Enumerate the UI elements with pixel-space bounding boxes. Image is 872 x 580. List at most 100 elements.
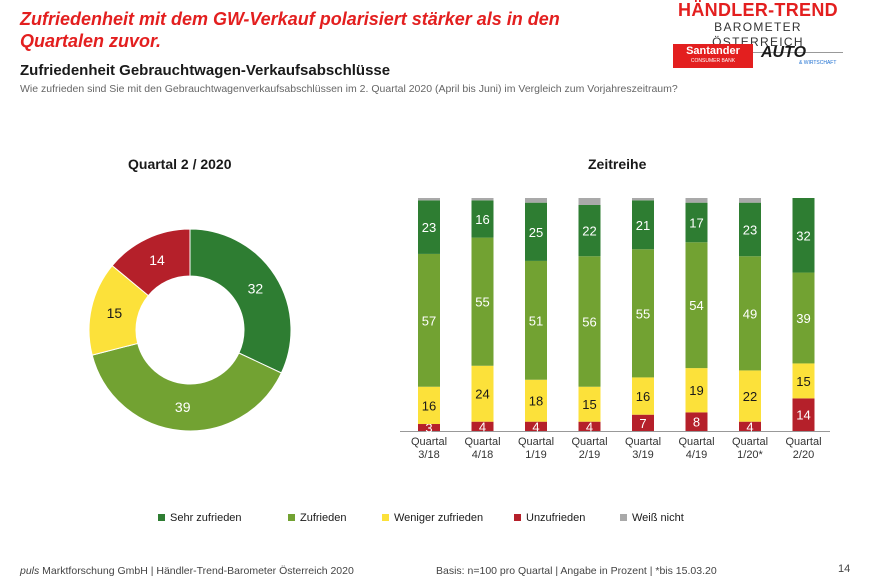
x-tick-label: Quartal [732, 436, 768, 448]
bar-label-sehr-zufrieden: 16 [475, 212, 489, 227]
x-tick-label: Quartal [785, 436, 821, 448]
bar-segment-weiss-nicht [471, 198, 494, 201]
x-tick-label: Quartal [464, 436, 500, 448]
bar-label-unzufrieden: 14 [796, 408, 810, 423]
bar-label-sehr-zufrieden: 17 [689, 215, 703, 230]
donut-slice-unzufrieden [111, 228, 191, 297]
bar-label-unzufrieden: 8 [693, 415, 700, 430]
donut-label-weniger-zufrieden: 15 [107, 305, 123, 321]
bar-label-weniger-zufrieden: 24 [475, 387, 489, 402]
x-tick-label: Quartal [571, 436, 607, 448]
stacked-bar-chart: 3165723Quartal3/184245516Quartal4/184185… [400, 198, 830, 461]
donut-label-zufrieden: 39 [175, 399, 191, 415]
bar-label-zufrieden: 51 [529, 313, 543, 328]
footer-source: puls Marktforschung GmbH | Händler-Trend… [20, 565, 354, 577]
bar-label-zufrieden: 56 [582, 314, 596, 329]
bar-segment-sehr-zufrieden [685, 202, 708, 243]
bar-segment-sehr-zufrieden [739, 202, 761, 257]
bar-label-sehr-zufrieden: 25 [529, 225, 543, 240]
bar-label-zufrieden: 55 [475, 295, 489, 310]
legend-label: Weiß nicht [632, 512, 684, 524]
bar-segment-sehr-zufrieden [792, 198, 815, 273]
bar-label-weniger-zufrieden: 15 [796, 374, 810, 389]
legend-swatch [382, 513, 389, 521]
bar-segment-sehr-zufrieden [578, 204, 601, 257]
bar-label-weniger-zufrieden: 15 [582, 397, 596, 412]
footer-source-brand: puls [20, 565, 40, 577]
santander-logo-sub: CONSUMER BANK [690, 58, 736, 64]
donut-label-sehr-zufrieden: 32 [248, 280, 264, 296]
bar-label-weniger-zufrieden: 22 [743, 389, 757, 404]
bar-label-unzufrieden: 3 [425, 421, 432, 436]
bar-segment-weiss-nicht [525, 198, 547, 203]
bar-segment-unzufrieden [471, 421, 494, 431]
bar-segment-unzufrieden [632, 414, 654, 431]
x-tick-label: Quartal [678, 436, 714, 448]
legend-item-weiss-nicht: Weiß nicht [620, 512, 684, 524]
legend-swatch [288, 513, 295, 521]
headline: Zufriedenheit mit dem GW-Verkauf polaris… [20, 9, 560, 51]
bar-segment-unzufrieden [685, 412, 708, 431]
x-tick-label: 1/20* [737, 449, 763, 461]
x-tick-label: 4/18 [472, 449, 493, 461]
bar-label-unzufrieden: 4 [479, 419, 486, 434]
bar-segment-sehr-zufrieden [525, 202, 547, 261]
x-tick-label: Quartal [411, 436, 447, 448]
bar-segment-unzufrieden [525, 421, 547, 431]
bar-segment-weiss-nicht [739, 198, 761, 203]
bar-label-zufrieden: 57 [422, 313, 436, 328]
page-subtitle: Zufriedenheit Gebrauchtwagen-Verkaufsabs… [20, 62, 391, 79]
x-tick-label: 3/19 [632, 449, 653, 461]
x-tick-label: Quartal [518, 436, 554, 448]
legend-label: Unzufrieden [526, 512, 586, 524]
x-tick-label: Quartal [625, 436, 661, 448]
legend-item-sehr-zufrieden: Sehr zufrieden [158, 512, 242, 524]
bar-label-weniger-zufrieden: 16 [422, 398, 436, 413]
bar-segment-weiss-nicht [578, 198, 601, 205]
bar-segment-weniger-zufrieden [525, 379, 547, 422]
legend-item-weniger-zufrieden: Weniger zufrieden [382, 512, 483, 524]
x-tick-label: 1/19 [525, 449, 546, 461]
bar-segment-zufrieden [685, 242, 708, 369]
brand-title: HÄNDLER-TREND [678, 0, 838, 20]
brand-logo: HÄNDLER-TREND BAROMETER ÖSTERREICH [673, 0, 843, 53]
bar-segment-unzufrieden [792, 398, 815, 431]
legend-label: Weniger zufrieden [394, 512, 484, 524]
bar-label-sehr-zufrieden: 21 [636, 218, 650, 233]
bar-segment-zufrieden [632, 249, 654, 378]
footer-basis: Basis: n=100 pro Quartal | Angabe in Pro… [436, 565, 717, 577]
santander-logo: Santander CONSUMER BANK [673, 44, 753, 68]
bar-label-zufrieden: 39 [796, 311, 810, 326]
survey-question: Wie zufrieden sind Sie mit den Gebraucht… [20, 83, 678, 95]
bar-segment-unzufrieden [578, 421, 601, 431]
bar-segment-weiss-nicht [685, 198, 708, 203]
legend-item-zufrieden: Zufrieden [288, 512, 346, 524]
bar-segment-weniger-zufrieden [739, 370, 761, 422]
bar-segment-sehr-zufrieden [632, 200, 654, 250]
bar-segment-zufrieden [739, 256, 761, 371]
bar-segment-unzufrieden [418, 424, 440, 431]
bar-segment-zufrieden [471, 237, 494, 366]
bar-label-unzufrieden: 4 [586, 419, 593, 434]
x-tick-label: 3/18 [418, 449, 439, 461]
auto-logo-text: AUTO [761, 44, 807, 61]
santander-logo-text: Santander [686, 45, 740, 57]
bar-segment-zufrieden [418, 253, 440, 387]
bar-label-weniger-zufrieden: 16 [636, 389, 650, 404]
legend-swatch [620, 513, 627, 521]
bar-segment-weiss-nicht [418, 198, 440, 201]
auto-logo-sub: & WIRTSCHAFT [799, 60, 837, 66]
page-number: 14 [838, 563, 851, 575]
x-tick-label: 4/19 [686, 449, 707, 461]
x-tick-label: 2/20 [793, 449, 814, 461]
bar-label-sehr-zufrieden: 23 [743, 222, 757, 237]
bar-label-sehr-zufrieden: 22 [582, 224, 596, 239]
bar-segment-weniger-zufrieden [471, 365, 494, 422]
bar-segment-sehr-zufrieden [418, 200, 440, 254]
bar-label-unzufrieden: 7 [639, 416, 646, 431]
bar-label-zufrieden: 55 [636, 306, 650, 321]
legend-label: Zufrieden [300, 512, 347, 524]
donut-chart: 32 39 15 14 [88, 228, 292, 432]
donut-label-unzufrieden: 14 [149, 252, 165, 268]
bar-label-zufrieden: 49 [743, 306, 757, 321]
